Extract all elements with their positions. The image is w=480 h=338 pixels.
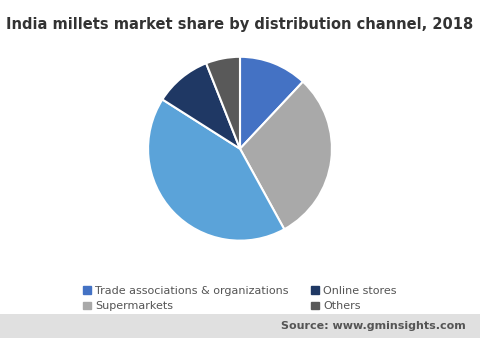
Wedge shape bbox=[240, 82, 332, 229]
Wedge shape bbox=[148, 99, 284, 241]
Wedge shape bbox=[162, 63, 240, 149]
Wedge shape bbox=[206, 57, 240, 149]
Text: India millets market share by distribution channel, 2018: India millets market share by distributi… bbox=[6, 17, 474, 32]
Wedge shape bbox=[240, 57, 303, 149]
Text: Source: www.gminsights.com: Source: www.gminsights.com bbox=[281, 321, 466, 331]
Legend: Trade associations & organizations, Supermarkets, Traditional grocery stores, On: Trade associations & organizations, Supe… bbox=[83, 286, 397, 327]
